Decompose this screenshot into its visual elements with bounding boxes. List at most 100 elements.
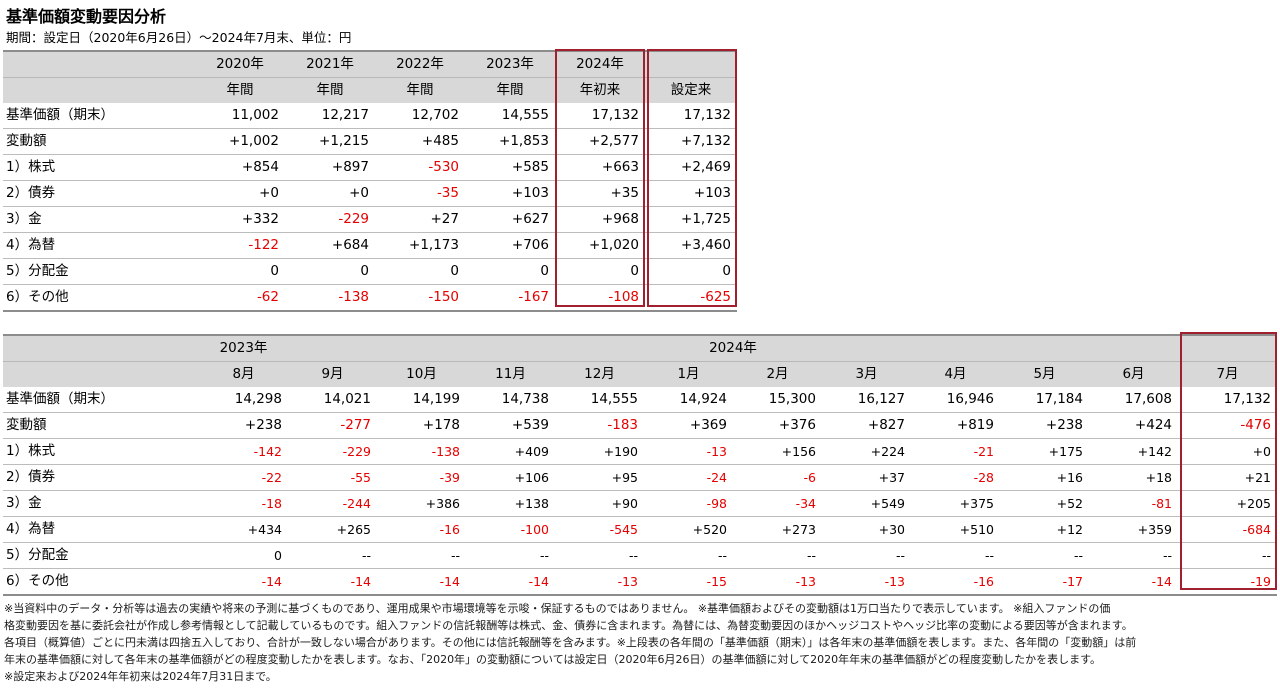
value-cell: 11,002 — [195, 103, 285, 129]
value-cell: +1,020 — [555, 232, 645, 259]
value-cell: +1,173 — [375, 232, 465, 259]
value-cell: +7,132 — [645, 128, 737, 155]
value-cell: 14,021 — [288, 387, 377, 413]
value-cell: +16 — [1000, 464, 1089, 491]
value-cell: +539 — [466, 412, 555, 439]
column-header-year — [645, 50, 737, 78]
value-cell: 12,702 — [375, 103, 465, 129]
value-cell: +224 — [822, 438, 911, 465]
value-cell: 16,127 — [822, 387, 911, 413]
row-label: 4）為替 — [3, 516, 199, 543]
value-cell: +549 — [822, 490, 911, 517]
value-cell: +1,725 — [645, 206, 737, 233]
column-header-period: 設定来 — [645, 77, 737, 103]
value-cell: +178 — [377, 412, 466, 439]
value-cell: +190 — [555, 438, 644, 465]
value-cell: +585 — [465, 154, 555, 181]
table-row: 5）分配金 0 -- -- -- -- -- -- -- -- -- -- -- — [3, 542, 1278, 569]
value-cell: +273 — [733, 516, 822, 543]
value-cell: -- — [644, 542, 733, 569]
value-cell: -81 — [1089, 490, 1179, 517]
value-cell: -- — [1178, 542, 1278, 569]
value-cell: 14,555 — [465, 103, 555, 129]
value-cell: +510 — [911, 516, 1000, 543]
value-cell: -108 — [555, 284, 645, 312]
value-cell: +424 — [1089, 412, 1179, 439]
value-cell: +485 — [375, 128, 465, 155]
value-cell: -16 — [911, 568, 1000, 596]
footnote-line: ※設定来および2024年年初来は2024年7月31日まで。 — [4, 670, 277, 683]
table-row: 6）その他 -62 -138 -150 -167 -108 -625 — [3, 284, 737, 312]
value-cell: -14 — [288, 568, 377, 596]
value-cell: -35 — [375, 180, 465, 207]
column-header-month: 4月 — [911, 361, 1000, 387]
column-header-month: 8月 — [199, 361, 288, 387]
value-cell: 12,217 — [285, 103, 375, 129]
value-cell: -17 — [1000, 568, 1089, 596]
value-cell: 0 — [199, 542, 288, 569]
value-cell: 17,608 — [1089, 387, 1179, 413]
row-label: 変動額 — [3, 128, 195, 155]
value-cell: -14 — [466, 568, 555, 596]
value-cell: -- — [822, 542, 911, 569]
value-cell: -- — [377, 542, 466, 569]
value-cell: +156 — [733, 438, 822, 465]
value-cell: +142 — [1089, 438, 1179, 465]
value-cell: +386 — [377, 490, 466, 517]
column-header-month: 6月 — [1089, 361, 1179, 387]
value-cell: 0 — [375, 258, 465, 285]
value-cell: +375 — [911, 490, 1000, 517]
header-blank — [3, 77, 195, 103]
column-header-year: 2024年 — [288, 334, 1179, 362]
value-cell: -14 — [377, 568, 466, 596]
value-cell: -150 — [375, 284, 465, 312]
value-cell: -- — [733, 542, 822, 569]
page-title: 基準価額変動要因分析 — [6, 7, 167, 26]
value-cell: +138 — [466, 490, 555, 517]
row-label: 6）その他 — [3, 284, 195, 312]
value-cell: -530 — [375, 154, 465, 181]
annual-analysis-table: 2020年 2021年 2022年 2023年 2024年 年間 年間 年間 年間 年初来 設定来基… — [3, 50, 737, 312]
table-row: 5）分配金 0 0 0 0 0 0 — [3, 258, 737, 285]
row-label: 基準価額（期末） — [3, 387, 199, 413]
value-cell: +1,215 — [285, 128, 375, 155]
value-cell: 16,946 — [911, 387, 1000, 413]
monthly-analysis-table: 2023年 2024年 8月 9月 10月 11月 12月 1月 2月 3月 4月 5月 6月 7月 基準価… — [3, 334, 1278, 596]
value-cell: +663 — [555, 154, 645, 181]
value-cell: -15 — [644, 568, 733, 596]
table-row: 4）為替 +434 +265 -16 -100 -545 +520 +273 +30 +510 +1… — [3, 516, 1278, 543]
header-row-years: 2020年 2021年 2022年 2023年 2024年 — [3, 50, 737, 78]
value-cell: -62 — [195, 284, 285, 312]
column-header-period: 年間 — [195, 77, 285, 103]
value-cell: -100 — [466, 516, 555, 543]
column-header-month: 3月 — [822, 361, 911, 387]
value-cell: -39 — [377, 464, 466, 491]
value-cell: -19 — [1178, 568, 1278, 596]
value-cell: -- — [1000, 542, 1089, 569]
row-label: 3）金 — [3, 490, 199, 517]
value-cell: +0 — [1178, 438, 1278, 465]
value-cell: -18 — [199, 490, 288, 517]
value-cell: -13 — [822, 568, 911, 596]
value-cell: +627 — [465, 206, 555, 233]
value-cell: -229 — [285, 206, 375, 233]
value-cell: +819 — [911, 412, 1000, 439]
header-row-months: 8月 9月 10月 11月 12月 1月 2月 3月 4月 5月 6月 7月 — [3, 361, 1278, 387]
value-cell: -14 — [1089, 568, 1179, 596]
row-label: 4）為替 — [3, 232, 195, 259]
header-row-periods: 年間 年間 年間 年間 年初来 設定来 — [3, 77, 737, 103]
value-cell: +3,460 — [645, 232, 737, 259]
row-label: 1）株式 — [3, 438, 199, 465]
value-cell: 17,132 — [555, 103, 645, 129]
value-cell: 17,184 — [1000, 387, 1089, 413]
value-cell: +265 — [288, 516, 377, 543]
value-cell: -476 — [1178, 412, 1278, 439]
value-cell: +332 — [195, 206, 285, 233]
row-label: 3）金 — [3, 206, 195, 233]
header-row-years: 2023年 2024年 — [3, 334, 1278, 362]
value-cell: +21 — [1178, 464, 1278, 491]
value-cell: -98 — [644, 490, 733, 517]
column-header-year: 2022年 — [375, 50, 465, 78]
header-blank — [1178, 334, 1278, 362]
value-cell: 0 — [195, 258, 285, 285]
